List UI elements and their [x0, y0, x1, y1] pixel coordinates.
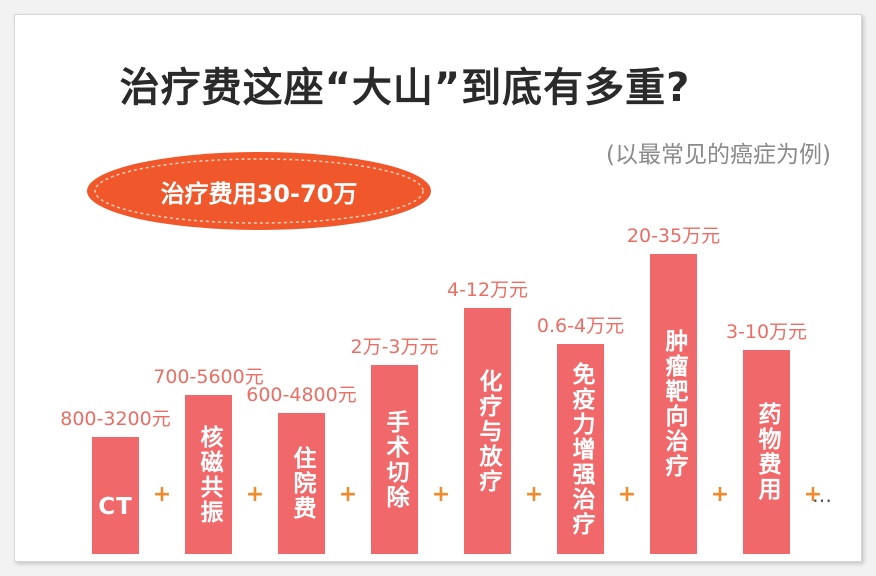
bar-category-label: 住院费 — [289, 446, 315, 521]
cost-bar-chart: CT 800-3200元 + 核磁共振 700-5600元 + 住院费 600-4800元 + 手… — [15, 15, 861, 561]
bar-value-label: 4-12万元 — [446, 279, 529, 301]
plus-sign: + — [431, 482, 451, 507]
plus-sign: + — [338, 482, 358, 507]
bar-3: 手术切除 — [371, 365, 418, 554]
badge-label: 治疗费用30-70万 — [160, 179, 358, 208]
bar-value-label: 0.6-4万元 — [536, 315, 625, 337]
badge-ellipse — [87, 152, 431, 230]
bar-value-label: 2万-3万元 — [350, 336, 439, 358]
cost-badge: 治疗费用30-70万 — [85, 150, 433, 232]
bar-category-label: 化疗与放疗 — [475, 368, 501, 494]
bar-7: 药物费用 — [743, 350, 790, 554]
plus-sign: + — [152, 482, 172, 507]
bar-1: 核磁共振 — [185, 395, 232, 554]
page-title: 治疗费这座“大山”到底有多重? — [119, 65, 691, 111]
bar-6: 肿瘤靶向治疗 — [650, 254, 697, 554]
bar-category-label: 肿瘤靶向治疗 — [661, 329, 687, 479]
bar-category-label: 免疫力增强治疗 — [568, 361, 594, 537]
bar-category-label: 核磁共振 — [196, 424, 222, 525]
plus-sign: + — [524, 482, 544, 507]
bar-2: 住院费 — [278, 413, 325, 554]
bar-5: 免疫力增强治疗 — [557, 344, 604, 554]
bar-value-label: 700-5600元 — [153, 366, 264, 388]
bar-category-label: 手术切除 — [382, 409, 408, 510]
plus-sign: + — [245, 482, 265, 507]
bar-category-label: CT — [98, 494, 133, 520]
bar-0: CT — [92, 437, 139, 554]
bar-value-label: 800-3200元 — [60, 408, 171, 430]
bar-value-label: 20-35万元 — [626, 225, 721, 247]
plus-sign: + — [617, 482, 637, 507]
infographic-card: 治疗费这座“大山”到底有多重? (以最常见的癌症为例) 治疗费用30-70万 C… — [14, 14, 862, 562]
plus-sign: + — [803, 482, 823, 507]
plus-sign: + — [710, 482, 730, 507]
bar-value-label: 3-10万元 — [725, 321, 808, 343]
page-subtitle: (以最常见的癌症为例) — [606, 142, 831, 168]
bar-4: 化疗与放疗 — [464, 308, 511, 554]
bar-category-label: 药物费用 — [754, 402, 780, 502]
bar-value-label: 600-4800元 — [246, 384, 357, 406]
ellipsis: … — [812, 483, 832, 507]
